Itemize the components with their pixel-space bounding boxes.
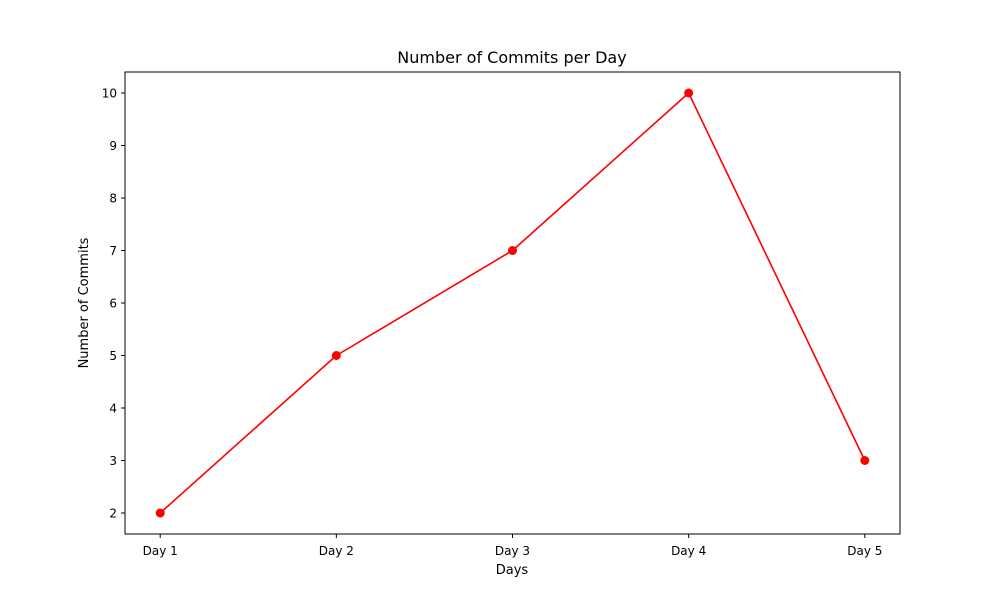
y-tick-label: 5 [109, 349, 117, 363]
y-tick-label: 6 [109, 297, 117, 311]
y-axis-ticks: 2 3 4 5 6 7 8 9 10 [102, 87, 125, 521]
y-tick-label: 7 [109, 244, 117, 258]
y-tick-label: 2 [109, 507, 117, 521]
x-tick-label: Day 5 [847, 544, 882, 558]
x-tick-label: Day 1 [143, 544, 178, 558]
y-tick-label: 4 [109, 402, 117, 416]
data-point [155, 508, 165, 518]
y-axis-label: Number of Commits [77, 237, 92, 368]
chart-title: Number of Commits per Day [397, 48, 626, 67]
y-tick-label: 10 [102, 87, 117, 101]
plot-frame [124, 71, 901, 535]
x-tick-label: Day 4 [671, 544, 706, 558]
data-point [331, 351, 341, 360]
data-point [860, 456, 870, 465]
y-tick-label: 8 [109, 192, 117, 206]
x-tick-label: Day 3 [495, 544, 530, 558]
y-tick-label: 9 [109, 139, 117, 153]
y-tick-label: 3 [109, 454, 117, 468]
x-tick-label: Day 2 [319, 544, 354, 558]
data-point [684, 88, 694, 98]
x-axis-label: Days [496, 563, 529, 578]
x-axis-ticks: Day 1 Day 2 Day 3 Day 4 Day 5 [143, 534, 882, 558]
data-point [508, 246, 517, 255]
plot-area [125, 72, 900, 534]
series-points [155, 88, 870, 518]
